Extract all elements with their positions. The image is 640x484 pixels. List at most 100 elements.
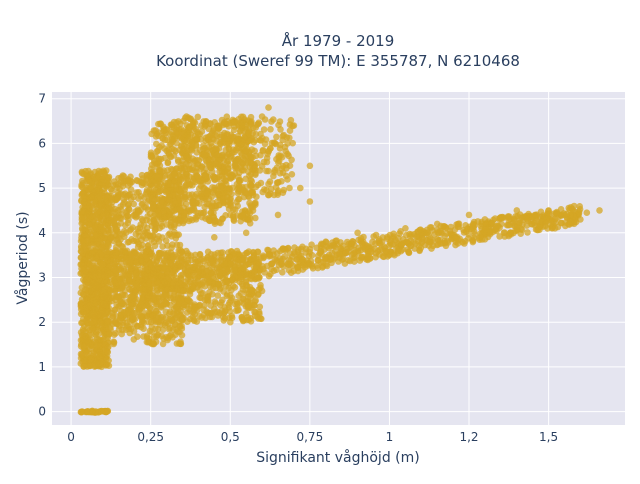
scatter-point (167, 219, 175, 226)
scatter-point (192, 141, 200, 149)
scatter-point (518, 214, 526, 221)
scatter-point (183, 154, 190, 161)
scatter-point (83, 275, 91, 283)
scatter-point (229, 206, 237, 213)
x-tick-label: 1,2 (459, 430, 478, 444)
scatter-point (243, 249, 250, 257)
scatter-point (79, 326, 87, 333)
scatter-point (138, 251, 146, 259)
scatter-point (92, 289, 100, 297)
scatter-point (207, 139, 215, 147)
scatter-point (172, 165, 180, 173)
scatter-point (337, 245, 345, 252)
scatter-point (166, 308, 174, 316)
scatter-point (529, 213, 536, 221)
scatter-point (118, 273, 125, 281)
scatter-point (84, 230, 92, 238)
scatter-point (127, 186, 135, 193)
scatter-point (109, 312, 117, 320)
scatter-point (253, 159, 261, 167)
scatter-point (391, 251, 398, 259)
scatter-point (180, 130, 188, 137)
scatter-point (160, 127, 168, 134)
scatter-point (211, 145, 218, 153)
scatter-point (237, 290, 245, 297)
scatter-point (567, 218, 574, 225)
scatter-point (200, 118, 207, 125)
scatter-point (147, 253, 154, 260)
scatter-point (570, 202, 578, 210)
scatter-point (263, 167, 270, 175)
scatter-point (271, 166, 279, 174)
scatter-point (216, 272, 224, 280)
scatter-point (274, 211, 282, 219)
scatter-point (191, 310, 198, 318)
scatter-point (268, 260, 276, 268)
scatter-point (214, 312, 222, 319)
scatter-point (551, 225, 559, 232)
scatter-point (211, 280, 218, 287)
scatter-point (89, 309, 97, 317)
scatter-point (194, 113, 202, 121)
scatter-point (140, 333, 147, 340)
scatter-point (203, 268, 210, 275)
scatter-point (173, 206, 181, 213)
scatter-point (186, 115, 194, 123)
scatter-point (239, 211, 246, 219)
scatter-point (119, 291, 127, 299)
scatter-point (184, 266, 191, 274)
scatter-point (99, 261, 106, 268)
scatter-point (228, 312, 236, 320)
scatter-point (105, 242, 112, 249)
scatter-point (496, 224, 503, 231)
scatter-point (306, 198, 314, 205)
scatter-point (248, 272, 255, 280)
scatter-point (245, 168, 252, 176)
scatter-point (286, 184, 293, 192)
scatter-point (407, 242, 414, 250)
scatter-point (284, 245, 292, 252)
scatter-point (126, 285, 133, 293)
scatter-point (128, 250, 135, 258)
scatter-point (185, 305, 193, 313)
scatter-point (138, 215, 146, 223)
scatter-point (107, 279, 114, 286)
scatter-point (470, 228, 478, 235)
scatter-point (169, 254, 177, 261)
scatter-point (150, 188, 157, 196)
scatter-point (178, 331, 186, 339)
scatter-point (207, 310, 215, 317)
scatter-point (138, 181, 146, 189)
scatter-point (299, 243, 306, 251)
scatter-point (375, 239, 383, 247)
scatter-point (190, 205, 198, 212)
scatter-point (126, 180, 134, 187)
scatter-point (211, 234, 218, 241)
scatter-point (199, 180, 206, 187)
x-tick-label: 1 (386, 430, 394, 444)
scatter-point (513, 223, 521, 230)
scatter-point (173, 139, 180, 147)
scatter-point (156, 213, 164, 221)
scatter-point (258, 113, 266, 120)
scatter-point (246, 209, 254, 217)
scatter-point (173, 340, 181, 347)
scatter-point (234, 132, 242, 140)
scatter-point (86, 211, 93, 219)
scatter-point (419, 235, 426, 242)
scatter-point (126, 259, 134, 266)
scatter-point (299, 261, 307, 269)
scatter-point (200, 257, 207, 265)
scatter-point (270, 172, 277, 180)
scatter-point (237, 127, 244, 134)
y-tick-label: 4 (38, 226, 46, 240)
scatter-point (193, 149, 201, 156)
scatter-point (147, 149, 155, 156)
scatter-point (84, 259, 92, 267)
scatter-point (538, 218, 546, 225)
scatter-point (224, 201, 232, 209)
scatter-point (134, 333, 141, 341)
y-axis-label: Vågperiod (s) (14, 211, 31, 304)
scatter-point (197, 193, 205, 200)
scatter-point (115, 240, 123, 247)
